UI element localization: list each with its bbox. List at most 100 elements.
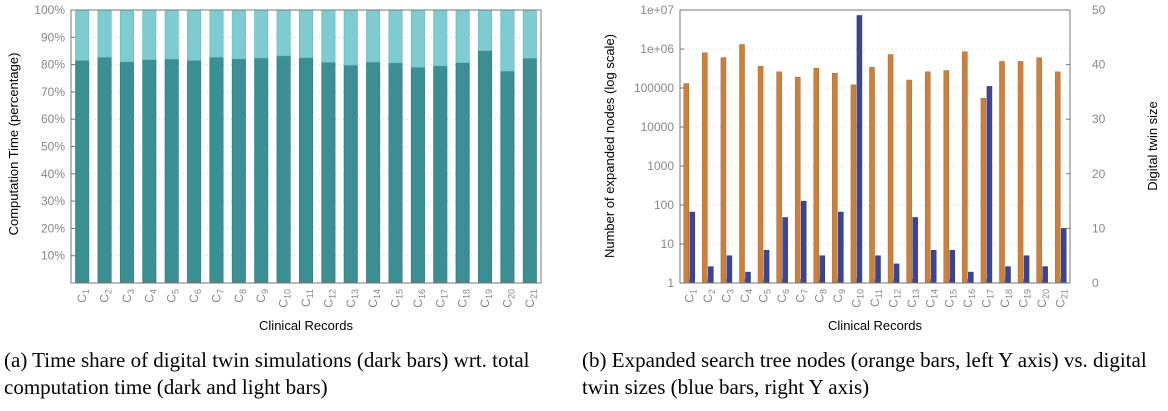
chart-b-orange-bar xyxy=(962,51,968,284)
chart-a-x-tick-label: C21 xyxy=(523,289,539,308)
chart-b-orange-bar xyxy=(720,57,727,284)
chart-a-y-tick-label: 50% xyxy=(41,140,65,154)
chart-b-orange-bar xyxy=(702,52,708,284)
chart-b-blue-bar xyxy=(763,249,770,284)
chart-a-light-bar xyxy=(254,9,269,59)
chart-b-x-tick-label: C20 xyxy=(1035,289,1051,308)
chart-a-dark-bar xyxy=(500,70,515,284)
chart-b-x-tick-label: C7 xyxy=(794,289,810,303)
chart-a-light-bar xyxy=(522,9,537,59)
chart-b-blue-bar xyxy=(968,271,974,284)
chart-a-dark-bar xyxy=(142,59,157,284)
chart-a-dark-bar xyxy=(276,55,291,284)
chart-b-right-tick-label: 50 xyxy=(1092,3,1106,17)
chart-b-x-tick-label: C4 xyxy=(738,289,754,303)
chart-b-left-tick-label: 10 xyxy=(661,237,675,251)
chart-a-x-tick-label: C10 xyxy=(277,289,293,308)
chart-a-light-bar xyxy=(97,9,112,58)
chart-b-x-tick-label: C15 xyxy=(942,289,958,308)
chart-a-x-tick-label: C20 xyxy=(500,289,516,308)
chart-b-left-tick-label: 100 xyxy=(654,198,674,212)
chart-a-x-tick-label: C17 xyxy=(433,289,449,308)
chart-b-orange-bar xyxy=(943,70,950,284)
chart-a-dark-bar xyxy=(298,57,314,284)
chart-a-y-tick-label: 90% xyxy=(41,30,65,44)
chart-b-x-tick-label: C10 xyxy=(849,289,865,308)
chart-a-dark-bar xyxy=(455,62,470,284)
chart-b-x-tick-label: C2 xyxy=(701,289,717,303)
chart-b-blue-bar xyxy=(708,266,714,284)
chart-b-orange-bar xyxy=(813,68,820,284)
chart-b-blue-bar xyxy=(1042,266,1048,284)
chart-a-plot-frame xyxy=(70,9,542,284)
chart-b-orange-bar xyxy=(1017,61,1024,284)
chart-b-blue-bar xyxy=(726,255,733,284)
chart-a-light-bar xyxy=(164,9,179,60)
chart-a-dark-bar xyxy=(97,56,112,284)
chart-b-orange-bar xyxy=(794,76,801,284)
chart-a-x-tick-label: C9 xyxy=(254,289,270,303)
chart-b-x-tick-label: C11 xyxy=(868,289,884,307)
chart-b-left-tick-label: 1000 xyxy=(647,159,674,173)
chart-a-dark-bar xyxy=(410,67,425,284)
chart-a-x-tick-label: C14 xyxy=(366,289,382,308)
chart-b-right-tick-label: 10 xyxy=(1092,221,1106,235)
chart-a-light-bar xyxy=(276,9,291,57)
chart-b-orange-bar xyxy=(832,72,838,284)
chart-b-blue-bar xyxy=(875,255,881,284)
chart-a-light-bar xyxy=(478,9,493,51)
chart-b-orange-bar xyxy=(1036,57,1042,284)
chart-b-x-tick-label: C9 xyxy=(831,289,847,303)
chart-a-x-tick-label: C16 xyxy=(411,289,427,308)
chart-a-x-tick-label: C8 xyxy=(232,289,248,303)
chart-a: 10% 20% 30% 40% 50% 60% 70% 80% 90% 100% C1 C2 C3 C4 C… xyxy=(6,3,542,333)
chart-b-blue-bar xyxy=(1060,228,1067,284)
chart-b-orange-bar xyxy=(776,71,782,284)
chart-b-orange-bar xyxy=(869,67,875,284)
chart-b-blue-bar xyxy=(1005,266,1011,284)
chart-b-x-tick-label: C19 xyxy=(1017,289,1033,308)
chart-b-right-tick-label: 20 xyxy=(1092,167,1106,181)
chart-b-blue-bar xyxy=(819,255,826,284)
chart-a-x-tick-label: C11 xyxy=(299,289,315,307)
chart-b-x-tick-label: C14 xyxy=(924,289,940,308)
chart-b-blue-bar xyxy=(782,217,788,284)
chart-a-dark-bar xyxy=(119,61,134,284)
chart-a-dark-bar xyxy=(433,65,448,284)
chart-b-orange-bar xyxy=(757,66,764,284)
chart-b-blue-bar xyxy=(745,271,751,284)
chart-a-dark-bar xyxy=(254,57,269,284)
chart-b-orange-bar xyxy=(887,54,894,284)
chart-a-dark-bar xyxy=(209,56,224,284)
chart-a-y-tick-label: 60% xyxy=(41,112,65,126)
chart-a-light-bar xyxy=(388,9,403,64)
chart-a-dark-bar xyxy=(522,58,537,284)
chart-a-dark-bar xyxy=(366,61,381,284)
chart-b-orange-bar xyxy=(906,79,912,284)
chart-a-x-tick-label: C6 xyxy=(187,289,203,303)
chart-a-x-axis-label: Clinical Records xyxy=(259,318,353,333)
chart-b-blue-bar xyxy=(856,15,863,284)
chart-b-x-tick-label: C1 xyxy=(682,289,698,303)
chart-a-dark-bar xyxy=(343,64,358,284)
chart-b-orange-bar xyxy=(850,84,857,284)
chart-b-x-tick-label: C12 xyxy=(887,289,903,308)
chart-b-right-y-axis-label: Digital twin size xyxy=(1145,101,1160,191)
chart-a-y-tick-label: 70% xyxy=(41,85,65,99)
chart-a-y-tick-label: 20% xyxy=(41,221,65,235)
chart-b-x-tick-label: C3 xyxy=(719,289,735,303)
chart-a-caption: (a) Time share of digital twin simulatio… xyxy=(4,348,530,399)
chart-a-light-bar xyxy=(75,9,90,61)
chart-a-dark-bar xyxy=(321,62,336,284)
chart-b-orange-bar xyxy=(924,71,931,284)
chart-b-blue-bar xyxy=(800,200,807,284)
chart-b-left-tick-label: 1e+07 xyxy=(640,3,674,17)
chart-a-light-bar xyxy=(298,9,314,59)
chart-b-x-tick-label: C6 xyxy=(775,289,791,303)
chart-a-dark-bar xyxy=(187,60,202,284)
chart-b-orange-bar xyxy=(1054,71,1061,284)
chart-a-x-tick-label: C5 xyxy=(165,289,181,303)
chart-a-light-bar xyxy=(410,9,425,68)
chart-a-y-tick-label: 30% xyxy=(41,194,65,208)
chart-a-light-bar xyxy=(455,9,470,63)
